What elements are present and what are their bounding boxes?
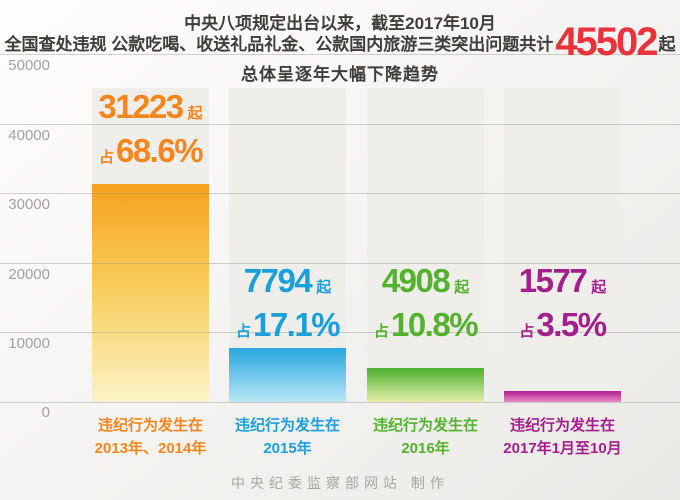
category-line2: 2013年、2014年 (94, 440, 207, 457)
value-unit: 起 (316, 279, 332, 296)
y-tick-label: 50000 (8, 57, 50, 74)
percent-value: 68.6% (115, 132, 204, 169)
gridline-30000 (0, 193, 680, 194)
percent-value: 3.5% (536, 306, 607, 343)
value-label-2016: 4908 起 占10.8% (357, 262, 494, 350)
chart-title-line1: 中央八项规定出台以来，截至2017年10月 (184, 14, 496, 33)
category-label-2015: 违纪行为发生在 2015年 (219, 414, 356, 460)
percent-line: 占10.8% (357, 306, 494, 350)
value-unit: 起 (187, 105, 203, 122)
bar-2017 (504, 391, 621, 402)
value-number: 31223 (98, 88, 184, 125)
value-line: 31223 起 (82, 88, 219, 132)
column-track-2017 (504, 88, 621, 402)
gridline-10000 (0, 332, 680, 333)
y-tick-label: 40000 (8, 127, 50, 144)
value-unit: 起 (591, 279, 607, 296)
gridline-50000 (0, 54, 680, 55)
category-line2: 2015年 (263, 440, 312, 457)
bar-2015 (229, 348, 346, 402)
y-tick-label: 20000 (8, 266, 50, 283)
percent-prefix: 占 (235, 323, 251, 340)
bar-2013-2014 (92, 184, 209, 402)
value-number: 7794 (243, 262, 313, 299)
percent-prefix: 占 (373, 323, 389, 340)
category-line1: 违纪行为发生在 (509, 417, 615, 434)
value-line: 4908 起 (357, 262, 494, 306)
category-label-2017: 违纪行为发生在 2017年1月至10月 (494, 414, 631, 460)
y-tick-label: 10000 (8, 335, 50, 352)
category-line2: 2017年1月至10月 (503, 440, 622, 457)
percent-prefix: 占 (98, 149, 114, 166)
bar-2016 (367, 368, 484, 402)
total-unit: 起 (658, 34, 676, 54)
chart-title-line3: 总体呈逐年大幅下降趋势 (241, 65, 439, 84)
category-label-2016: 违纪行为发生在 2016年 (357, 414, 494, 460)
percent-line: 占68.6% (82, 132, 219, 176)
value-label-2017: 1577 起 占3.5% (494, 262, 631, 350)
y-tick-label: 0 (41, 404, 50, 421)
percent-value: 10.8% (390, 306, 479, 343)
category-line1: 违纪行为发生在 (372, 417, 478, 434)
value-line: 7794 起 (219, 262, 356, 306)
value-line: 1577 起 (494, 262, 631, 306)
value-label-2015: 7794 起 占17.1% (219, 262, 356, 350)
value-number: 1577 (518, 262, 588, 299)
column-track-2016 (367, 88, 484, 402)
percent-line: 占17.1% (219, 306, 356, 350)
title-line2-text: 全国查处违规 公款吃喝、收送礼品礼金、公款国内旅游三类突出问题共计 (4, 34, 554, 54)
chart-title-line2: 全国查处违规 公款吃喝、收送礼品礼金、公款国内旅游三类突出问题共计 45502 起 (0, 18, 680, 66)
gridline-20000 (0, 263, 680, 264)
value-unit: 起 (454, 279, 470, 296)
value-label-2013-2014: 31223 起 占68.6% (82, 88, 219, 176)
category-line2: 2016年 (401, 440, 450, 457)
percent-line: 占3.5% (494, 306, 631, 350)
gridline-40000 (0, 124, 680, 125)
category-line1: 违纪行为发生在 (234, 417, 340, 434)
gridline-0 (0, 402, 680, 403)
total-count: 45502 (555, 19, 658, 64)
percent-value: 17.1% (252, 306, 341, 343)
category-line1: 违纪行为发生在 (97, 417, 203, 434)
percent-prefix: 占 (519, 323, 535, 340)
value-number: 4908 (381, 262, 451, 299)
y-tick-label: 30000 (8, 196, 50, 213)
category-label-2013-2014: 违纪行为发生在 2013年、2014年 (82, 414, 219, 460)
source-credit: 中央纪委监察部网站 制作 (231, 475, 449, 491)
